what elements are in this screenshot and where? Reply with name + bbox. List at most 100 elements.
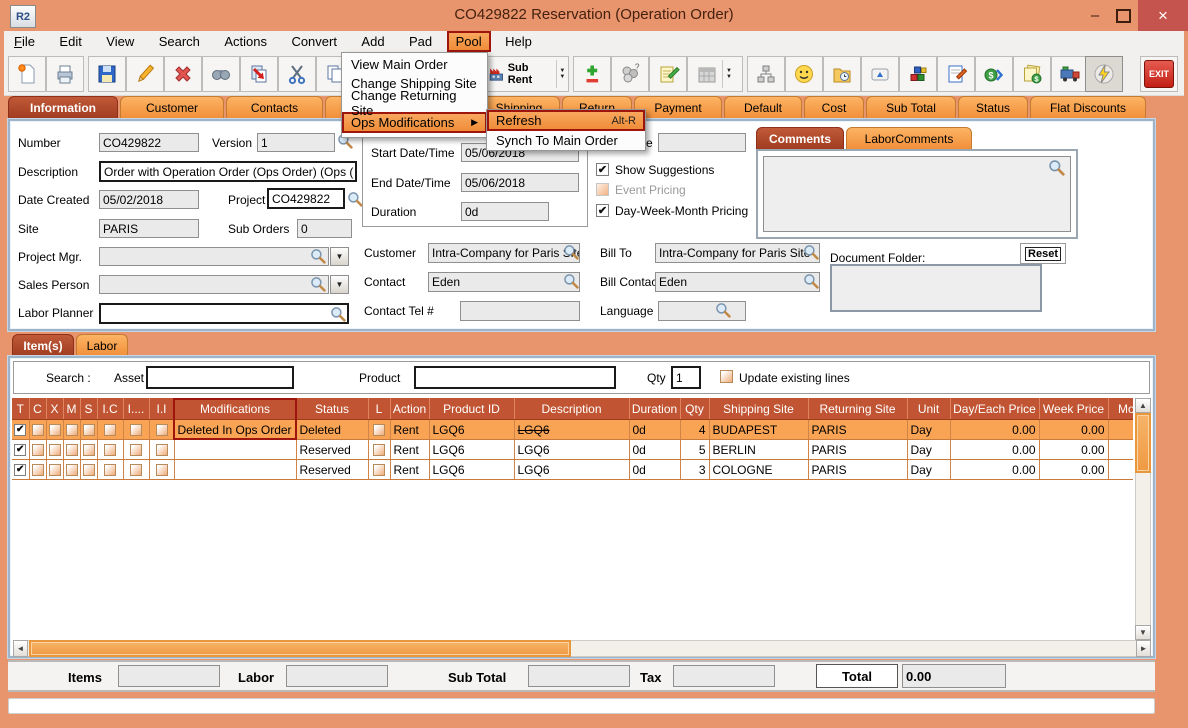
row-checkbox-s[interactable] bbox=[82, 423, 95, 436]
add-remove-line-button[interactable] bbox=[573, 56, 611, 92]
duration-field[interactable]: 0d bbox=[461, 202, 549, 221]
menu-view[interactable]: View bbox=[106, 34, 135, 49]
bill-contact-field[interactable]: Eden bbox=[655, 272, 820, 292]
row-checkbox-x[interactable] bbox=[48, 443, 61, 456]
row-checkbox-x[interactable] bbox=[48, 423, 61, 436]
col-status[interactable]: Status bbox=[296, 398, 369, 420]
scroll-left-button[interactable]: ◄ bbox=[13, 640, 28, 657]
row-checkbox-ic[interactable] bbox=[104, 423, 116, 436]
scroll-up-button[interactable]: ▲ bbox=[1135, 398, 1151, 413]
menu-item-view-main-order[interactable]: View Main Order bbox=[351, 57, 448, 72]
menu-pool[interactable]: Pool bbox=[446, 31, 491, 52]
row-checkbox-i[interactable] bbox=[130, 423, 142, 436]
project-mgr-field[interactable] bbox=[99, 247, 329, 266]
col-day-each-price[interactable]: Day/Each Price bbox=[950, 398, 1040, 420]
end-date-field[interactable]: 05/06/2018 bbox=[461, 173, 579, 192]
inventory-button[interactable] bbox=[899, 56, 937, 92]
tab-sub-total[interactable]: Sub Total bbox=[866, 96, 956, 118]
col-i[interactable]: I.... bbox=[123, 398, 150, 420]
bill-to-search-icon[interactable] bbox=[803, 244, 819, 260]
col-x[interactable]: X bbox=[46, 398, 64, 420]
notes-button[interactable] bbox=[649, 56, 687, 92]
maximize-button[interactable] bbox=[1110, 0, 1136, 31]
menu-item-synch-to-main-order[interactable]: Synch To Main Order bbox=[496, 133, 618, 148]
row-checkbox-x[interactable] bbox=[48, 463, 61, 476]
event-pricing-checkbox[interactable] bbox=[596, 183, 609, 196]
project-mgr-search-icon[interactable] bbox=[310, 248, 326, 264]
horizontal-scroll-thumb[interactable] bbox=[29, 640, 571, 657]
menu-add[interactable]: Add bbox=[361, 34, 385, 49]
col-t[interactable]: T bbox=[12, 398, 30, 420]
new-order-button[interactable] bbox=[8, 56, 46, 92]
col-modifications[interactable]: Modifications bbox=[174, 398, 297, 420]
row-checkbox-c[interactable] bbox=[31, 463, 44, 476]
col-l[interactable]: L bbox=[368, 398, 391, 420]
language-search-icon[interactable] bbox=[715, 302, 731, 318]
vertical-scroll-thumb[interactable] bbox=[1135, 413, 1151, 473]
convert-button[interactable] bbox=[240, 56, 278, 92]
menu-item-ops-modifications[interactable]: Ops Modifications ▶ bbox=[342, 112, 487, 133]
col-ii[interactable]: I.I bbox=[149, 398, 175, 420]
sub-rent-button[interactable]: Sub Rent ▼ ▼ bbox=[483, 56, 569, 92]
col-s[interactable]: S bbox=[80, 398, 98, 420]
col-product-id[interactable]: Product ID bbox=[429, 398, 515, 420]
tab-customer[interactable]: Customer bbox=[120, 96, 224, 118]
menu-file[interactable]: File bbox=[14, 34, 35, 49]
col-description[interactable]: Description bbox=[514, 398, 630, 420]
close-button[interactable]: × bbox=[1138, 0, 1188, 31]
tab-default[interactable]: Default bbox=[724, 96, 802, 118]
folder-clock-button[interactable] bbox=[823, 56, 861, 92]
col-shipping-site[interactable]: Shipping Site bbox=[709, 398, 809, 420]
menu-actions[interactable]: Actions bbox=[224, 34, 267, 49]
bill-contact-search-icon[interactable] bbox=[803, 273, 819, 289]
hierarchy-button[interactable] bbox=[747, 56, 785, 92]
row-checkbox-c[interactable] bbox=[31, 443, 44, 456]
dollar-forward-button[interactable]: $ bbox=[975, 56, 1013, 92]
language-field[interactable] bbox=[658, 301, 746, 321]
tab-information[interactable]: Information bbox=[8, 96, 118, 118]
delivery-button[interactable] bbox=[1051, 56, 1089, 92]
row-checkbox-ii[interactable] bbox=[155, 423, 168, 436]
labor-planner-search-icon[interactable] bbox=[330, 306, 346, 322]
customer-field[interactable]: Intra-Company for Paris Site bbox=[428, 243, 580, 263]
table-row[interactable]: ✔ Reserved Rent LGQ6 LGQ6 0d 3 bbox=[12, 459, 1133, 480]
labor-planner-field[interactable] bbox=[99, 303, 349, 324]
sub-orders-field[interactable]: 0 bbox=[297, 219, 352, 238]
contact-field[interactable]: Eden bbox=[428, 272, 580, 292]
menu-item-change-shipping-site[interactable]: Change Shipping Site bbox=[351, 76, 477, 91]
row-checkbox-i[interactable] bbox=[130, 443, 142, 456]
dwm-pricing-checkbox[interactable]: ✔ bbox=[596, 204, 609, 217]
row-checkbox-l[interactable] bbox=[373, 463, 385, 476]
cut-button[interactable] bbox=[278, 56, 316, 92]
row-checkbox-t[interactable]: ✔ bbox=[14, 463, 27, 476]
row-checkbox-l[interactable] bbox=[373, 423, 385, 436]
project-search-icon[interactable] bbox=[347, 191, 363, 207]
col-ic[interactable]: I.C bbox=[97, 398, 124, 420]
asset-search-input[interactable] bbox=[146, 366, 294, 389]
menu-item-change-returning-site[interactable]: Change Returning Site bbox=[351, 87, 457, 118]
menu-pad[interactable]: Pad bbox=[409, 34, 433, 49]
row-checkbox-t[interactable]: ✔ bbox=[14, 423, 27, 436]
col-month-price[interactable]: Month Price bbox=[1108, 398, 1133, 420]
project-field[interactable]: CO429822 bbox=[267, 188, 345, 209]
contact-search-icon[interactable] bbox=[563, 273, 579, 289]
number-field[interactable]: CO429822 bbox=[99, 133, 199, 152]
col-unit[interactable]: Unit bbox=[907, 398, 951, 420]
row-checkbox-ic[interactable] bbox=[104, 443, 116, 456]
edit-document-button[interactable] bbox=[937, 56, 975, 92]
billing-button[interactable]: $ bbox=[1013, 56, 1051, 92]
customer-search-icon[interactable] bbox=[563, 244, 579, 260]
document-folder-field[interactable] bbox=[830, 264, 1042, 312]
table-row[interactable]: ✔ Reserved Rent LGQ6 LGQ6 0d 5 bbox=[12, 439, 1133, 460]
menu-search[interactable]: Search bbox=[158, 34, 200, 49]
delete-button[interactable] bbox=[164, 56, 202, 92]
col-returning-site[interactable]: Returning Site bbox=[808, 398, 908, 420]
tab-labor[interactable]: Labor bbox=[76, 334, 128, 356]
site-field[interactable]: PARIS bbox=[99, 219, 199, 238]
col-c[interactable]: C bbox=[29, 398, 47, 420]
row-checkbox-t[interactable]: ✔ bbox=[14, 443, 27, 456]
tab-status[interactable]: Status bbox=[958, 96, 1028, 118]
tab-payment[interactable]: Payment bbox=[634, 96, 722, 118]
sub-rent-spinner[interactable]: ▼ ▼ bbox=[555, 60, 568, 88]
find-button[interactable] bbox=[202, 56, 240, 92]
